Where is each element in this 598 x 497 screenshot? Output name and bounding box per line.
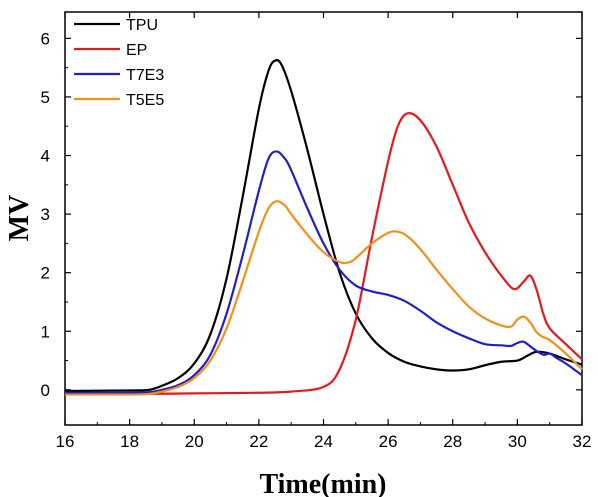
y-tick-label: 6: [41, 29, 50, 48]
series-line-ep: [64, 112, 583, 396]
series-lines: [64, 59, 583, 396]
legend-label-t5e5: T5E5: [126, 92, 164, 109]
x-tick-label: 26: [379, 432, 398, 451]
series-line-t5e5: [64, 200, 583, 396]
x-tick-label: 24: [314, 432, 333, 451]
series-line-t7e3: [64, 150, 583, 394]
x-axis-title: Time(min): [259, 469, 386, 497]
legend-label-t7e3: T7E3: [126, 67, 164, 84]
x-tick-label: 18: [120, 432, 139, 451]
series-line-tpu: [64, 59, 583, 393]
y-tick-label: 3: [41, 205, 50, 224]
x-tick-label: 32: [573, 432, 592, 451]
y-tick-label: 1: [41, 322, 50, 341]
legend: TPU EP T7E3 T5E5: [74, 17, 164, 109]
x-tick-label: 30: [508, 432, 527, 451]
x-tick-label: 22: [249, 432, 268, 451]
y-tick-label: 2: [41, 264, 50, 283]
legend-label-tpu: TPU: [126, 17, 158, 34]
x-tick-label: 28: [443, 432, 462, 451]
x-tick-label: 16: [56, 432, 75, 451]
y-tick-label: 4: [41, 147, 50, 166]
y-tick-label: 5: [41, 88, 50, 107]
y-axis-title: MV: [4, 195, 35, 242]
x-tick-label: 20: [185, 432, 204, 451]
legend-label-ep: EP: [126, 42, 147, 59]
y-tick-label: 0: [41, 381, 50, 400]
axis-ticks: 16 18 20 22 24 26 28 30 32 0 1 2 3 4 5 6: [41, 12, 592, 451]
